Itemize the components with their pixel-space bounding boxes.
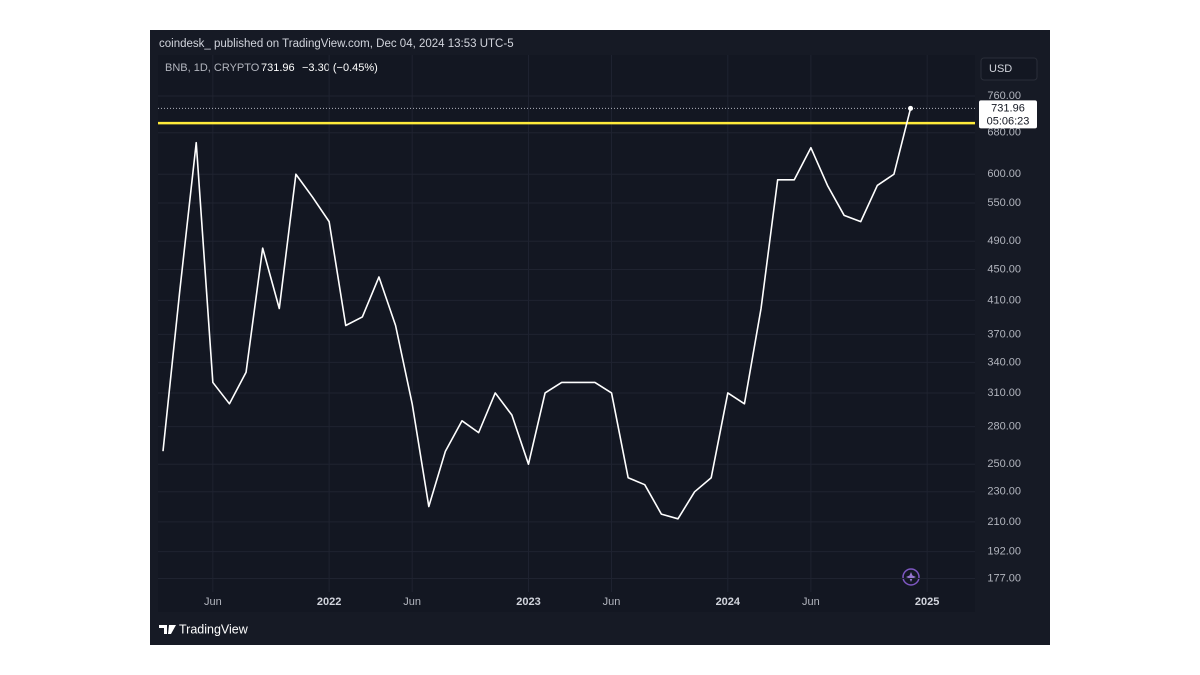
assistant-icon[interactable] (902, 568, 920, 586)
x-tick-label: 2022 (317, 596, 341, 608)
x-tick-label: Jun (603, 596, 621, 608)
brand: TradingView (179, 622, 249, 636)
y-tick-label: 600.00 (987, 168, 1021, 180)
brand-logo (159, 625, 176, 634)
y-tick-label: 310.00 (987, 387, 1021, 399)
header: coindesk_ published on TradingView.com, … (159, 38, 514, 50)
x-tick-label: Jun (204, 596, 222, 608)
countdown: 05:06:23 (987, 115, 1030, 127)
assistant-icon-star (906, 572, 916, 582)
y-tick-label: 760.00 (987, 90, 1021, 102)
y-tick-label: 177.00 (987, 572, 1021, 584)
price-label: 731.96 (991, 102, 1025, 114)
price-label-box (979, 100, 1037, 129)
y-tick-label: 680.00 (987, 127, 1021, 139)
last-point (908, 105, 914, 111)
currency-box[interactable] (980, 57, 1038, 81)
plot-area (158, 55, 975, 612)
x-tick-label: 2024 (716, 596, 741, 608)
price-line (162, 108, 912, 520)
y-tick-label: 250.00 (987, 458, 1021, 470)
y-tick-label: 280.00 (987, 421, 1021, 433)
x-tick-label: 2025 (915, 596, 939, 608)
last-price: 731.96 (261, 62, 295, 74)
y-tick-label: 230.00 (987, 486, 1021, 498)
y-tick-label: 450.00 (987, 263, 1021, 275)
y-tick-label: 490.00 (987, 235, 1021, 247)
x-tick-label: Jun (403, 596, 421, 608)
change: −3.30 (−0.45%) (302, 62, 378, 74)
x-tick-label: Jun (802, 596, 820, 608)
y-tick-label: 550.00 (987, 197, 1021, 209)
currency: USD (989, 63, 1012, 75)
x-tick-label: 2023 (516, 596, 540, 608)
y-tick-label: 210.00 (987, 516, 1021, 528)
y-tick-label: 192.00 (987, 546, 1021, 558)
y-tick-label: 340.00 (987, 356, 1021, 368)
y-tick-label: 410.00 (987, 294, 1021, 306)
y-tick-label: 370.00 (987, 328, 1021, 340)
